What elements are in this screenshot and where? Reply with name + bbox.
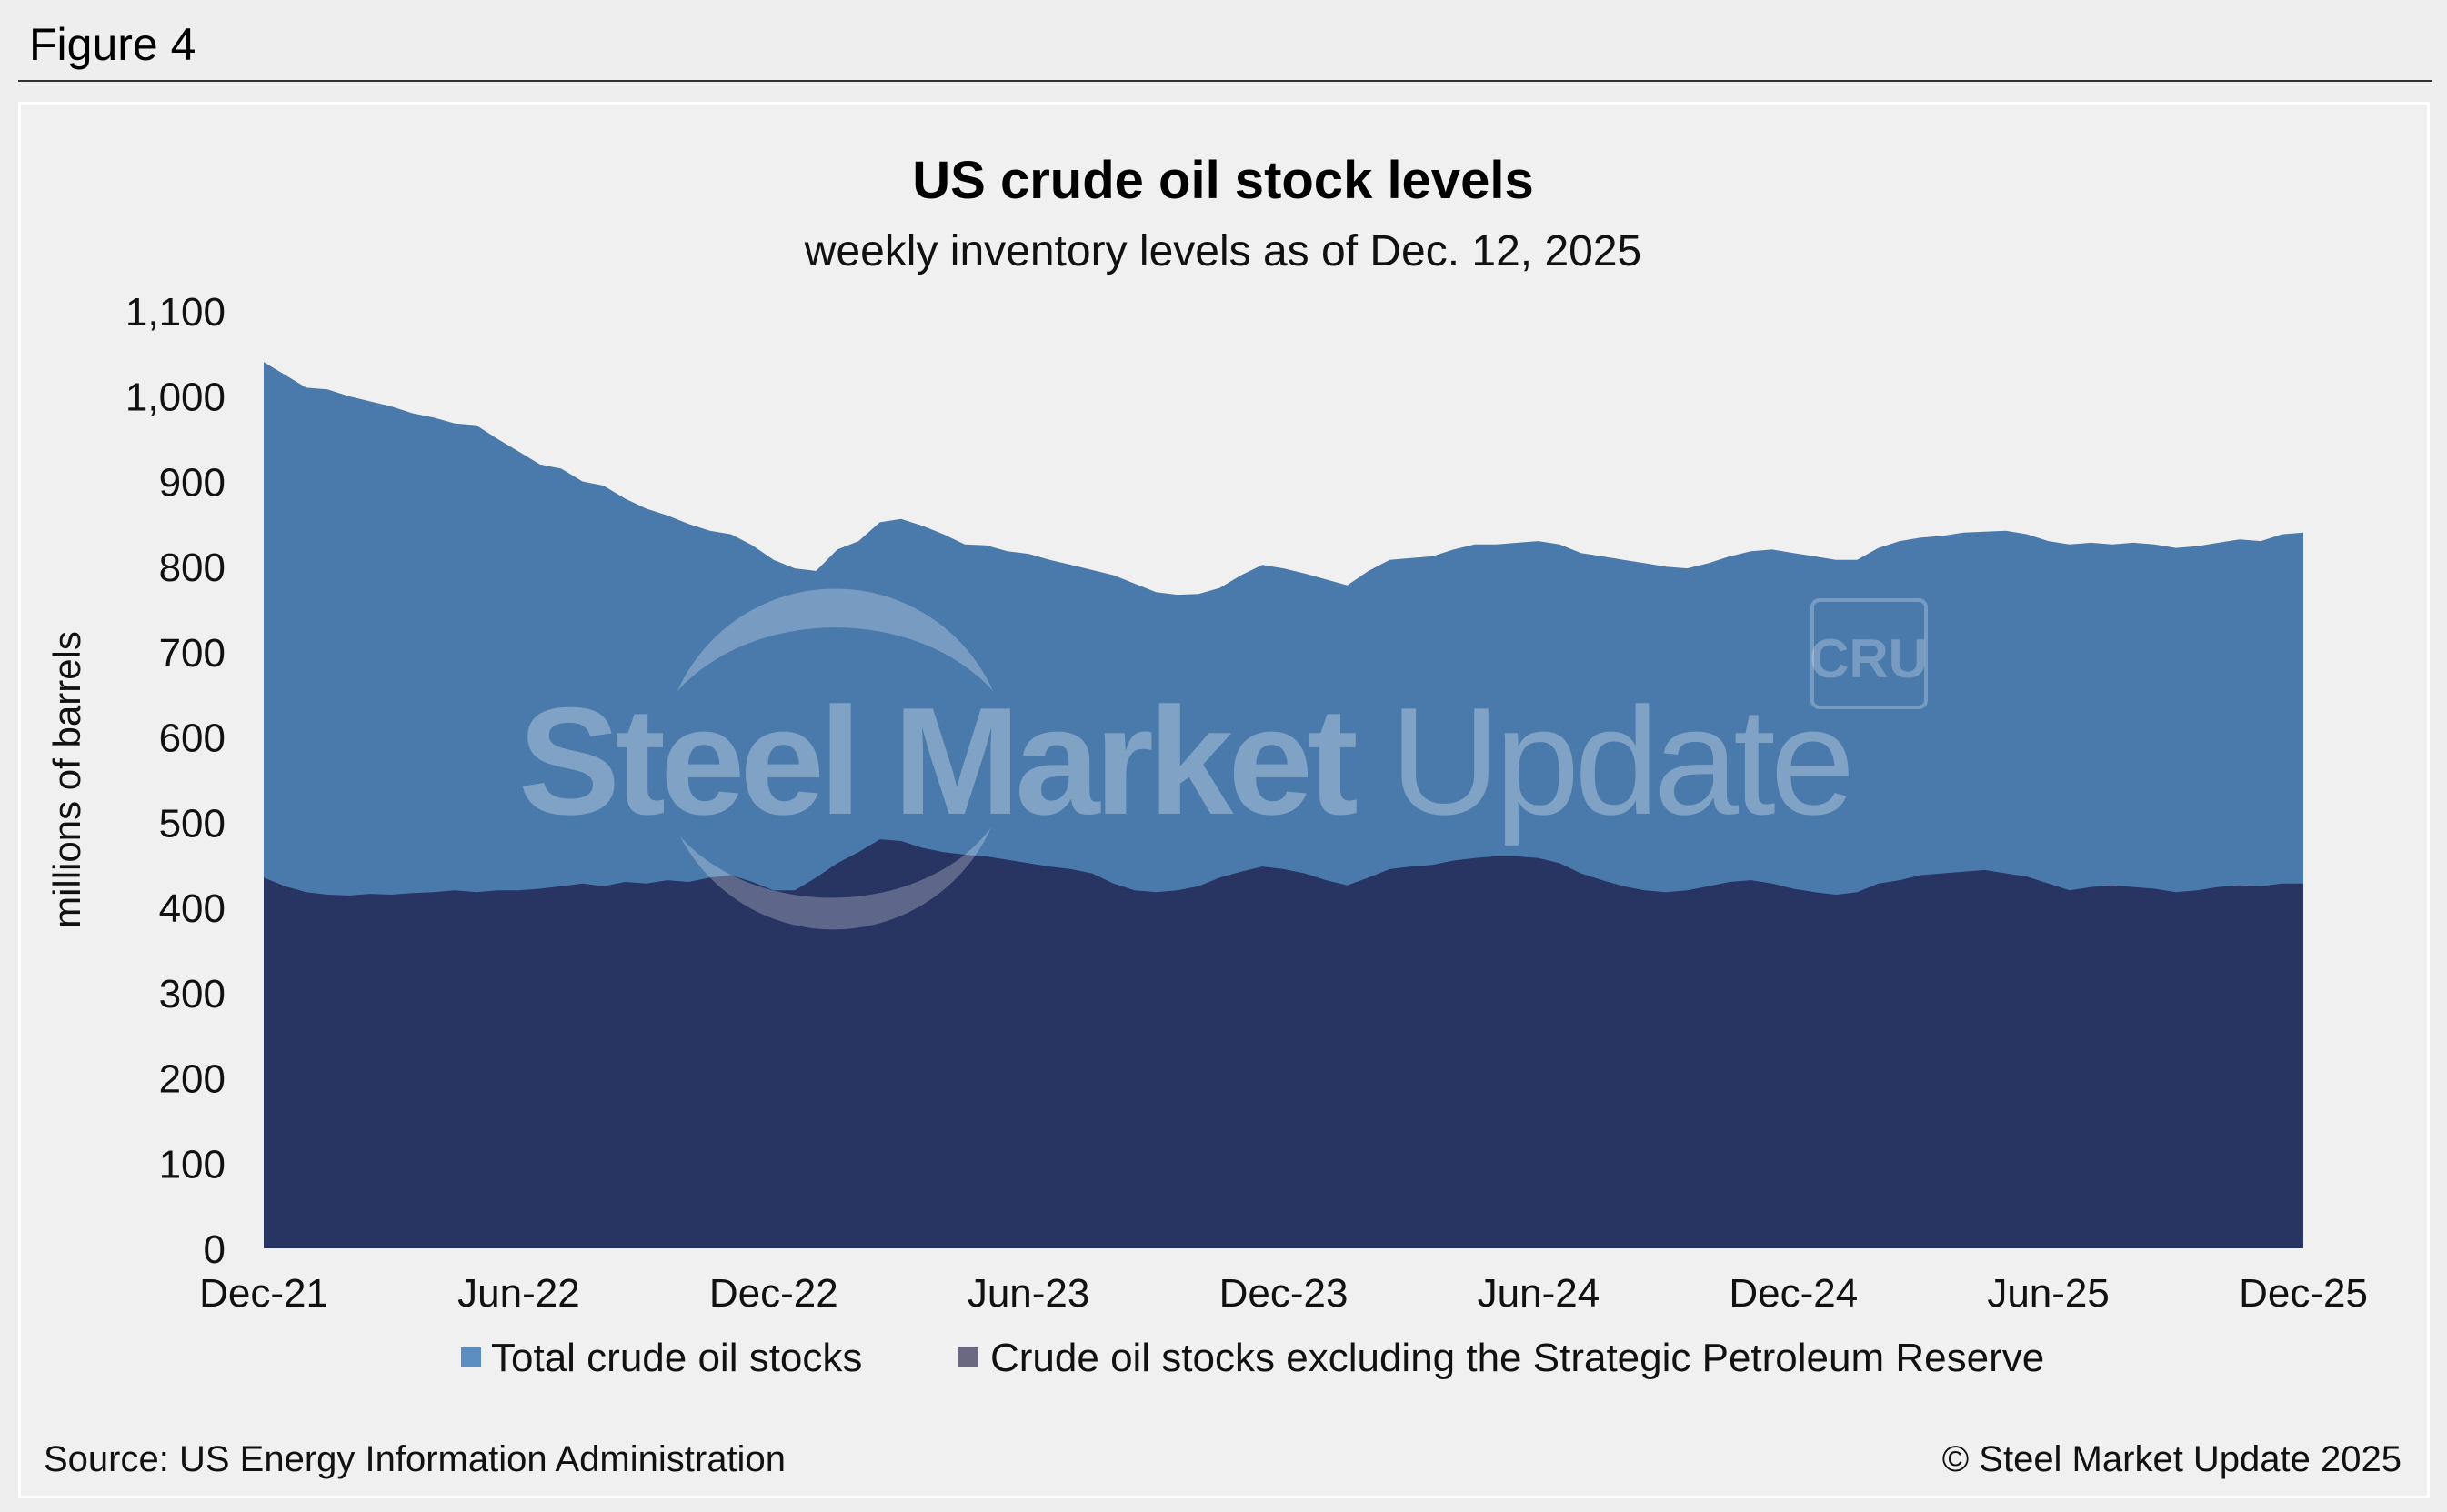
x-tick-label: Dec-21 — [199, 1271, 328, 1316]
y-tick-label: 800 — [159, 546, 226, 590]
x-tick-label: Jun-23 — [968, 1271, 1090, 1316]
chart-panel: US crude oil stock levels weekly inventor… — [18, 102, 2430, 1498]
y-tick-label: 1,100 — [125, 290, 226, 335]
legend-label-excl-spr: Crude oil stocks excluding the Strategic… — [990, 1336, 2044, 1380]
x-tick-label: Dec-24 — [1729, 1271, 1858, 1316]
y-tick-label: 600 — [159, 716, 226, 761]
series-area-excl-spr — [264, 839, 2303, 1248]
y-tick-label: 0 — [204, 1227, 226, 1272]
y-tick-label: 200 — [159, 1057, 226, 1102]
x-tick-label: Jun-25 — [1987, 1271, 2110, 1316]
y-axis-label: millions of barrels — [45, 631, 88, 928]
watermark-swoosh-upper — [677, 588, 993, 691]
area-chart: US crude oil stock levels weekly inventor… — [45, 151, 2368, 1380]
x-tick-label: Dec-25 — [2239, 1271, 2368, 1316]
x-tick-label: Jun-22 — [457, 1271, 580, 1316]
x-tick-label: Jun-24 — [1478, 1271, 1600, 1316]
y-tick-label: 1,000 — [125, 375, 226, 420]
x-tick-label: Dec-23 — [1219, 1271, 1349, 1316]
watermark-badge-frame — [1810, 598, 1928, 709]
legend-swatch-total — [461, 1347, 481, 1367]
watermark-text-light: Update — [1389, 676, 1850, 846]
figure-divider — [18, 80, 2432, 82]
y-tick-label: 500 — [159, 801, 226, 846]
y-tick-label: 700 — [159, 631, 226, 676]
watermark-text: Steel Market Update — [518, 676, 1850, 846]
y-tick-label: 400 — [159, 886, 226, 931]
watermark-swoosh-lower — [680, 827, 991, 930]
watermark-badge-text: CRU — [1810, 628, 1928, 689]
source-note: Source: US Energy Information Administra… — [44, 1439, 786, 1479]
legend-label-total: Total crude oil stocks — [491, 1336, 862, 1380]
chart-subtitle: weekly inventory levels as of Dec. 12, 2… — [804, 227, 1641, 275]
x-tick-label: Dec-22 — [709, 1271, 838, 1316]
y-tick-label: 900 — [159, 461, 226, 506]
y-tick-label: 100 — [159, 1142, 226, 1187]
legend-swatch-excl-spr — [958, 1347, 978, 1367]
copyright-note: © Steel Market Update 2025 — [1941, 1439, 2402, 1479]
chart-title: US crude oil stock levels — [912, 151, 1533, 210]
figure-label: Figure 4 — [29, 19, 196, 70]
y-tick-label: 300 — [159, 972, 226, 1016]
watermark-text-bold: Steel Market — [518, 676, 1389, 846]
